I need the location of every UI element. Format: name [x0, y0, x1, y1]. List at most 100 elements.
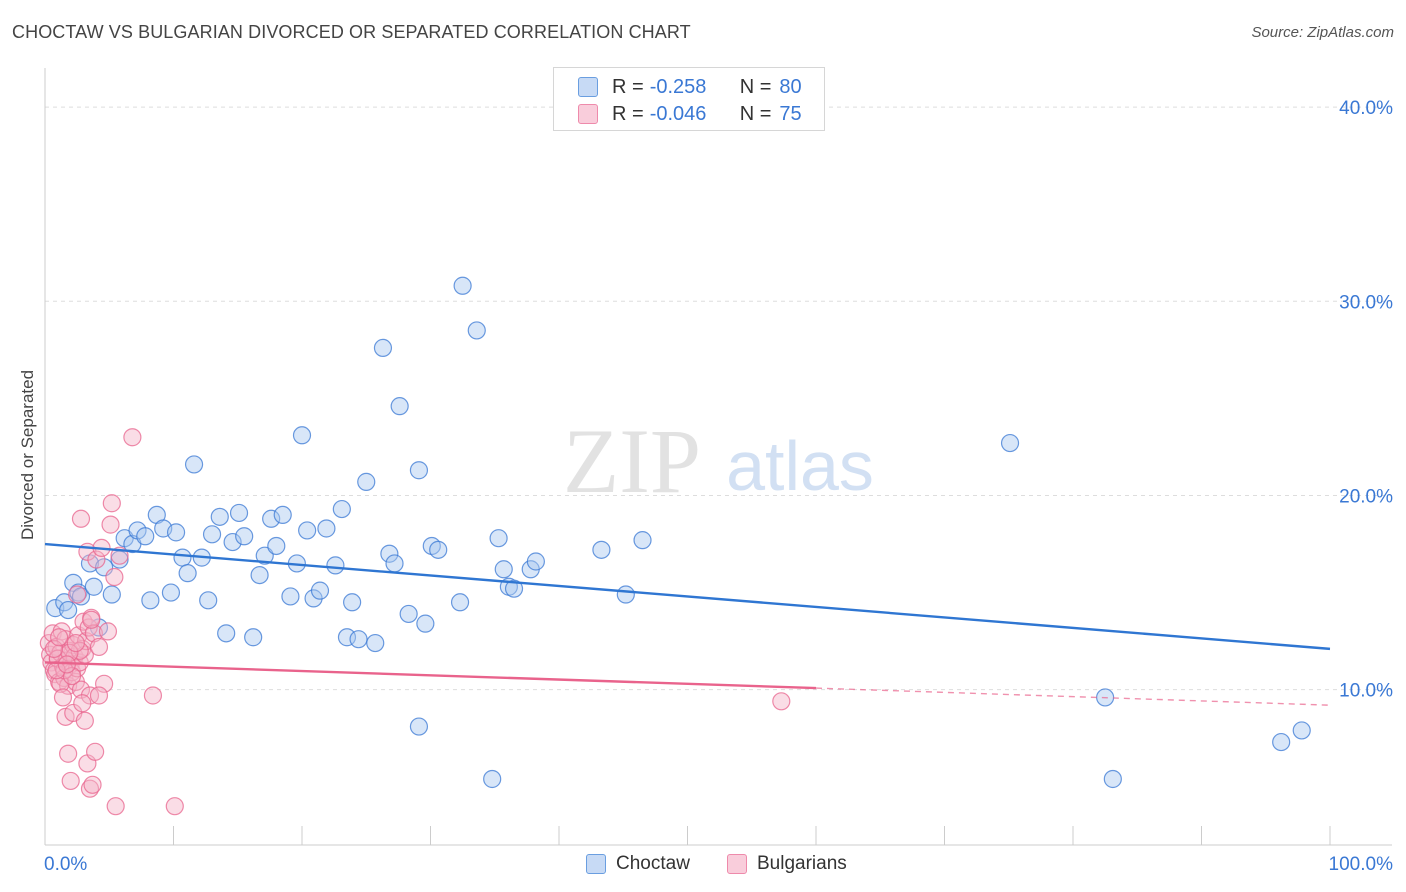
choctaw-point — [526, 552, 545, 571]
choctaw-point — [235, 527, 254, 546]
bulgarians-point — [98, 622, 118, 641]
choctaw-point — [416, 614, 435, 633]
choctaw-point — [1272, 732, 1291, 752]
choctaw-point — [366, 633, 385, 653]
legend-n-value: 80 — [779, 75, 802, 98]
bulgarians-point — [44, 639, 64, 658]
choctaw-point — [166, 523, 186, 542]
choctaw-point — [244, 628, 263, 647]
choctaw-point — [217, 624, 236, 643]
bulgarians-point — [84, 624, 103, 643]
choctaw-point — [409, 461, 429, 480]
choctaw-point — [357, 472, 376, 491]
y-tick-label: 40.0% — [1339, 98, 1393, 119]
choctaw-point — [373, 338, 393, 358]
choctaw-point — [380, 544, 399, 563]
source-label: Source: ZipAtlas.com — [1251, 24, 1394, 41]
choctaw-point — [267, 536, 286, 556]
bulgarians-trend-line — [44, 661, 817, 690]
watermark: ZIP atlas — [563, 410, 874, 512]
y-tick-label: 30.0% — [1339, 292, 1393, 313]
correlation-legend: R = -0.258 N = 80 R = -0.046 N = 75 — [553, 67, 825, 131]
axes — [44, 68, 1392, 846]
bulgarians-point — [143, 686, 163, 705]
legend-n-value: 75 — [779, 102, 802, 125]
bulgarians-point — [165, 797, 184, 816]
bulgarians-point — [86, 742, 105, 761]
trend-lines — [44, 542, 1331, 706]
legend-r-label: R = — [612, 75, 644, 98]
legend-n-label: N = — [739, 75, 772, 98]
choctaw-point — [409, 717, 429, 736]
bulgarians-point — [66, 633, 85, 653]
bulgarians-point — [105, 567, 124, 587]
choctaw-point — [298, 521, 317, 540]
choctaw-point — [292, 426, 312, 445]
x-tick-labels: 0.0% 100.0% — [44, 854, 1393, 875]
y-tick-label: 10.0% — [1339, 681, 1393, 702]
gridlines — [45, 106, 1392, 691]
choctaw-point — [317, 519, 336, 538]
choctaw-point — [136, 527, 155, 546]
choctaw-point — [592, 540, 611, 559]
legend-r-label: R = — [612, 102, 644, 125]
choctaw-point — [349, 630, 368, 649]
choctaw-point — [178, 564, 197, 583]
legend-r-value: -0.046 — [649, 102, 707, 125]
x-tick-label-left: 0.0% — [44, 854, 87, 875]
bulgarians-point — [102, 494, 121, 513]
choctaw-point — [161, 583, 181, 602]
bulgarians-point — [83, 775, 102, 794]
choctaw-point — [385, 554, 404, 573]
choctaw-point — [255, 546, 274, 565]
choctaw-point — [59, 600, 78, 620]
bulgarians-point — [95, 674, 114, 693]
legend-row-choctaw: R = -0.258 N = 80 — [578, 74, 802, 100]
bulgarians-point — [61, 771, 80, 791]
watermark-atlas: atlas — [726, 427, 874, 505]
choctaw-point — [141, 591, 160, 610]
bulgarians-point — [101, 515, 120, 534]
choctaw-point — [1000, 433, 1020, 453]
data-points — [39, 276, 1311, 816]
choctaw-point — [453, 276, 472, 295]
choctaw-point — [399, 604, 418, 624]
bulgarians-point — [59, 744, 78, 763]
legend-n-label: N = — [739, 102, 772, 125]
choctaw-point — [483, 769, 502, 789]
bulgarians-point — [82, 610, 101, 629]
choctaw-point — [343, 593, 362, 612]
choctaw-point — [390, 397, 409, 416]
choctaw-point — [229, 503, 249, 523]
choctaw-point — [281, 587, 300, 606]
choctaw-point — [467, 321, 486, 340]
choctaw-point — [326, 556, 345, 575]
choctaw-point — [633, 531, 652, 550]
choctaw-point — [184, 455, 204, 474]
choctaw-point — [489, 529, 508, 548]
bottom-legend-swatch-choctaw — [586, 854, 606, 874]
y-tick-label: 20.0% — [1339, 486, 1393, 507]
bottom-legend-label-choctaw: Choctaw — [616, 853, 690, 874]
bulgarians-point — [71, 509, 91, 528]
chart-title: CHOCTAW VS BULGARIAN DIVORCED OR SEPARAT… — [12, 22, 691, 42]
bulgarians-point — [53, 688, 73, 707]
bulgarians-point — [87, 550, 106, 569]
choctaw-point — [173, 548, 192, 567]
choctaw-point — [337, 628, 357, 647]
bulgarians-point — [772, 692, 791, 711]
legend-swatch-bulgarians — [578, 104, 598, 124]
choctaw-point — [429, 540, 448, 559]
bulgarians-point — [123, 428, 142, 447]
choctaw-point — [223, 532, 242, 552]
bulgarians-point — [50, 628, 69, 647]
bulgarians-point — [71, 680, 91, 699]
choctaw-point — [262, 509, 281, 528]
choctaw-point — [210, 507, 229, 526]
bulgarians-point — [68, 585, 87, 604]
legend-r-value: -0.258 — [649, 75, 707, 98]
bulgarians-point — [75, 711, 94, 730]
x-tick-label-right: 100.0% — [1329, 854, 1394, 875]
y-tick-labels: 10.0% 20.0% 30.0% 40.0% — [1339, 98, 1393, 702]
choctaw-point — [332, 499, 351, 519]
